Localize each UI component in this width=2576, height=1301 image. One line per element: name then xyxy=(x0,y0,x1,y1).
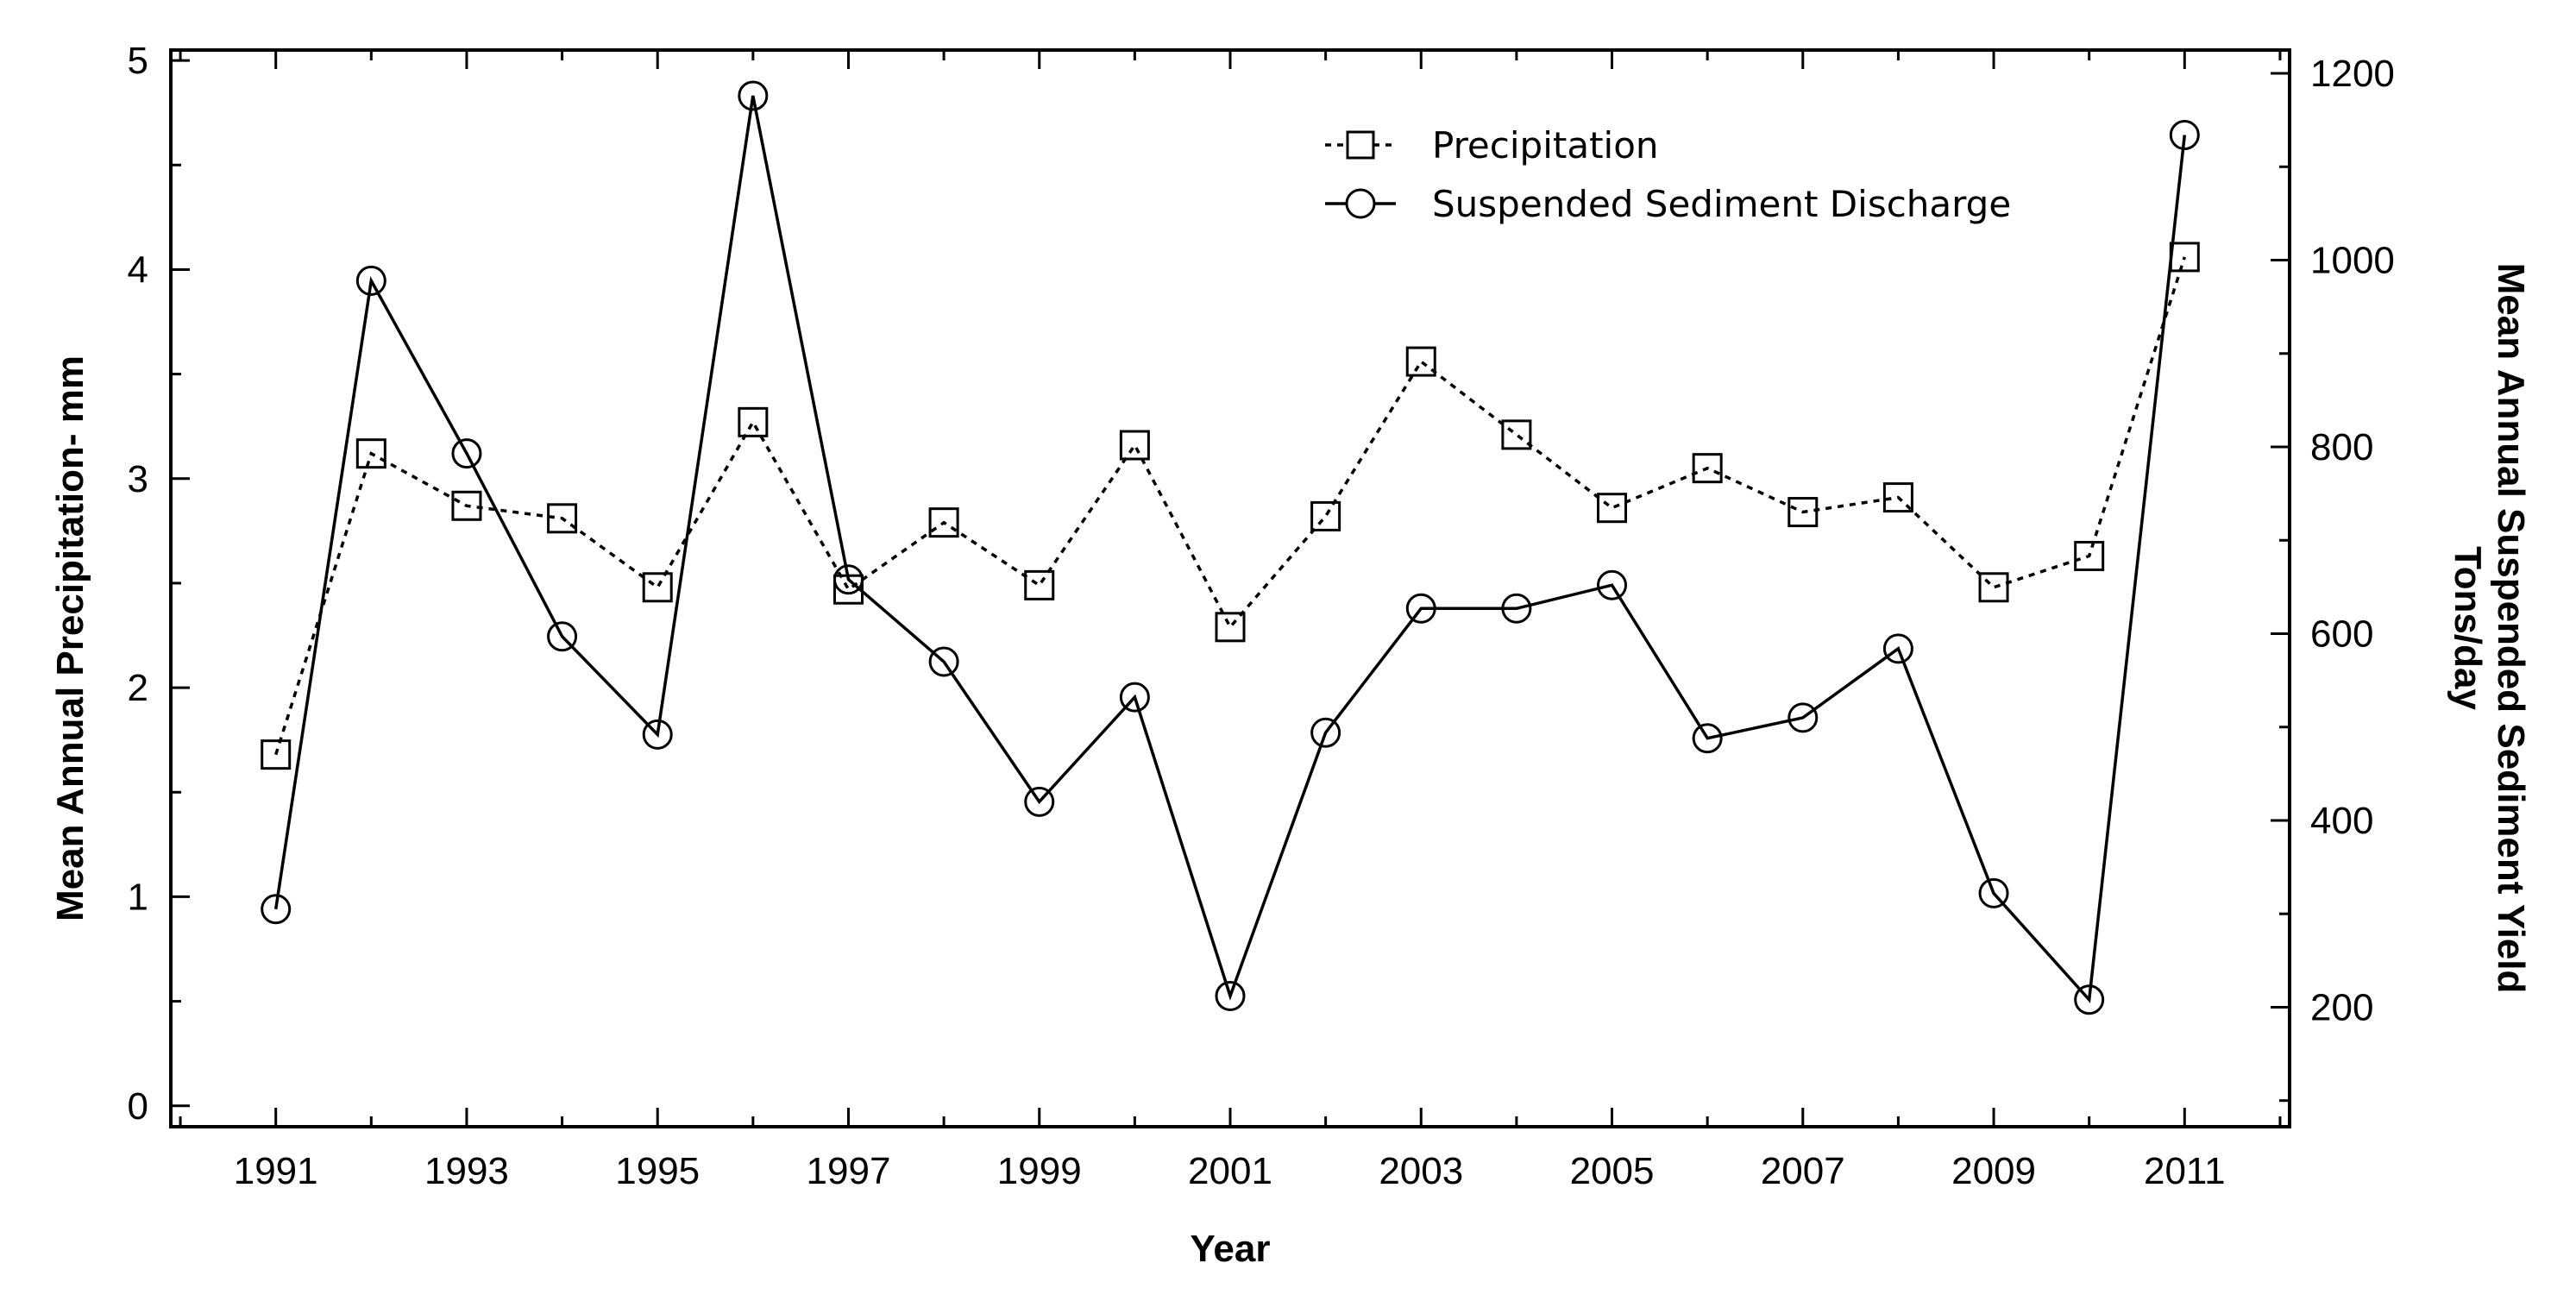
data-point-precipitation xyxy=(547,503,578,534)
right-y-tick-label: 200 xyxy=(2310,986,2373,1028)
data-point-precipitation xyxy=(1978,572,2009,603)
data-point-suspended-sediment-discharge xyxy=(1119,682,1150,713)
x-tick-label: 1997 xyxy=(807,1150,891,1192)
data-point-suspended-sediment-discharge xyxy=(642,719,673,750)
x-tick-label: 2007 xyxy=(1761,1150,1845,1192)
series-layer xyxy=(261,80,2200,1015)
data-point-suspended-sediment-discharge xyxy=(832,564,864,595)
data-point-precipitation xyxy=(1501,419,1532,450)
data-point-precipitation xyxy=(1692,453,1723,484)
data-point-precipitation xyxy=(1597,493,1628,524)
series-line-suspended-sediment-discharge xyxy=(273,95,2187,1003)
data-point-precipitation xyxy=(642,572,673,603)
left-y-tick-label: 5 xyxy=(128,40,148,82)
data-point-suspended-sediment-discharge xyxy=(928,646,959,677)
data-point-suspended-sediment-discharge xyxy=(547,621,578,652)
axes-layer: 1991 1993 1995 1997 1999 2001 2003 2005 2007 2009… xyxy=(128,40,2395,1192)
left-y-tick-label: 3 xyxy=(128,458,148,500)
data-point-suspended-sediment-discharge xyxy=(1597,569,1628,600)
right-y-tick-label: 400 xyxy=(2310,800,2373,842)
data-point-precipitation xyxy=(355,438,386,469)
x-tick-label: 2011 xyxy=(2144,1150,2226,1192)
x-tick-label: 1999 xyxy=(997,1150,1082,1192)
data-point-suspended-sediment-discharge xyxy=(451,438,482,469)
legend: Precipitation Suspended Sediment Dischar… xyxy=(1325,124,2011,225)
left-y-axis-title: Mean Annual Precipitation- mm xyxy=(49,355,91,921)
data-point-precipitation xyxy=(451,490,482,521)
data-point-precipitation xyxy=(1882,482,1913,513)
data-point-precipitation xyxy=(261,739,292,770)
left-y-tick-label: 1 xyxy=(128,876,148,918)
x-tick-label: 1995 xyxy=(615,1150,700,1192)
x-tick-label: 2003 xyxy=(1379,1150,1463,1192)
x-tick-label: 2005 xyxy=(1570,1150,1655,1192)
data-point-suspended-sediment-discharge xyxy=(1692,723,1723,754)
legend-sediment-circle-marker xyxy=(1345,188,1376,219)
right-y-tick-label: 1200 xyxy=(2310,53,2395,95)
data-point-suspended-sediment-discharge xyxy=(1405,593,1436,624)
data-point-precipitation xyxy=(1215,612,1246,643)
data-point-suspended-sediment-discharge xyxy=(1978,877,2009,908)
data-point-precipitation xyxy=(1405,346,1436,377)
x-tick-label: 1991 xyxy=(234,1150,318,1192)
x-axis-title: Year xyxy=(1191,1228,1271,1270)
x-tick-label: 2001 xyxy=(1188,1150,1272,1192)
data-point-precipitation xyxy=(1024,569,1055,600)
right-y-tick-label: 600 xyxy=(2310,613,2373,655)
data-point-suspended-sediment-discharge xyxy=(355,265,386,296)
series-line-precipitation xyxy=(274,256,2186,756)
data-point-precipitation xyxy=(928,507,959,538)
data-point-precipitation xyxy=(1787,497,1819,528)
left-y-tick-label: 2 xyxy=(128,667,148,709)
left-y-tick-label: 4 xyxy=(128,248,148,291)
data-point-suspended-sediment-discharge xyxy=(1501,593,1532,624)
data-point-suspended-sediment-discharge xyxy=(2074,984,2105,1015)
data-point-suspended-sediment-discharge xyxy=(2169,119,2200,150)
legend-precipitation-square-marker xyxy=(1346,130,1375,160)
data-point-precipitation xyxy=(1310,500,1341,531)
data-point-precipitation xyxy=(2074,540,2105,571)
x-tick-label: 2009 xyxy=(1951,1150,2036,1192)
right-y-tick-label: 800 xyxy=(2310,426,2373,468)
data-point-suspended-sediment-discharge xyxy=(1787,702,1819,733)
left-y-tick-label: 0 xyxy=(128,1085,148,1128)
data-point-precipitation xyxy=(1119,430,1150,461)
data-point-precipitation xyxy=(738,406,769,437)
right-y-axis-title-line2: Tons/day xyxy=(2447,546,2489,710)
data-point-suspended-sediment-discharge xyxy=(1215,980,1246,1011)
data-point-suspended-sediment-discharge xyxy=(261,894,292,925)
right-y-tick-label: 1000 xyxy=(2310,240,2395,282)
legend-sediment-label: Suspended Sediment Discharge xyxy=(1432,183,2011,225)
right-y-axis-title-line1: Mean Annual Suspended Sediment Yield xyxy=(2490,263,2532,994)
data-point-suspended-sediment-discharge xyxy=(1024,786,1055,817)
data-point-suspended-sediment-discharge xyxy=(1882,633,1913,664)
legend-precipitation-label: Precipitation xyxy=(1432,124,1659,167)
data-point-suspended-sediment-discharge xyxy=(738,80,769,111)
data-point-suspended-sediment-discharge xyxy=(1310,717,1341,748)
x-tick-label: 1993 xyxy=(424,1150,509,1192)
